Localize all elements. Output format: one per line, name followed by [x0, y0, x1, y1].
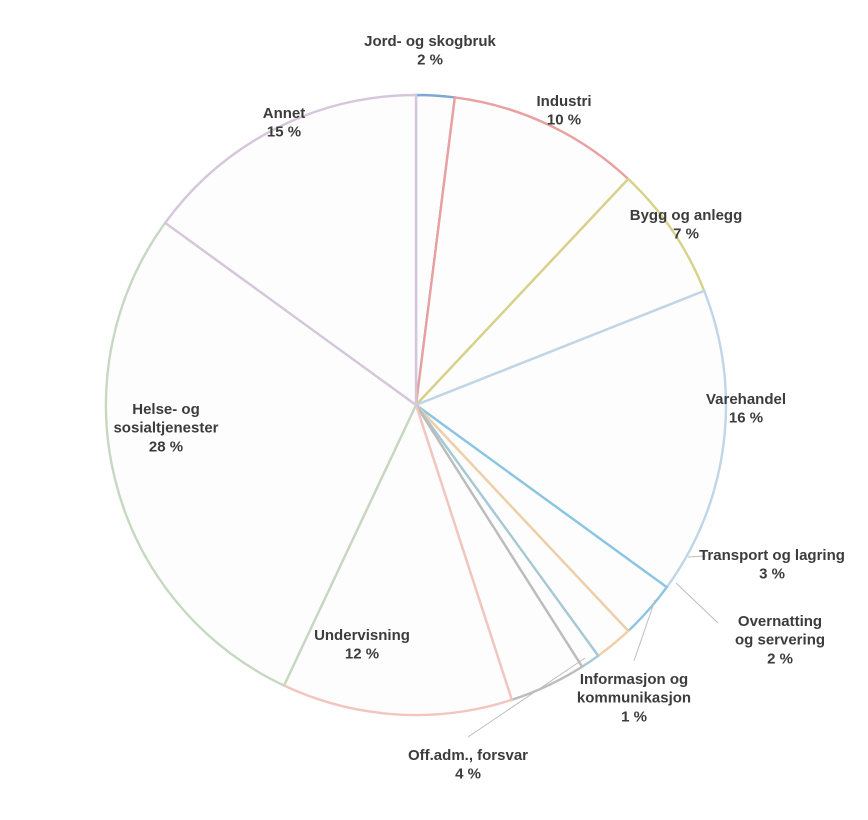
slice-label-text: Informasjon og [580, 671, 688, 688]
leader-line [676, 583, 718, 623]
slice-label-text: Helse- og [132, 401, 200, 418]
slice-label-percent: 1 % [621, 708, 647, 725]
slice-label: Annet 15 % [263, 105, 306, 141]
slice-label-percent: 3 % [759, 566, 785, 583]
slice-label-text: Undervisning [314, 627, 410, 644]
slice-label-percent: 16 % [729, 410, 763, 427]
slice-label-percent: 12 % [345, 646, 379, 663]
slice-label-percent: 10 % [547, 112, 581, 129]
slice-label: Overnatting og servering2 % [735, 613, 825, 668]
slice-label-percent: 2 % [417, 52, 443, 69]
slice-label-text: Jord- og skogbruk [364, 33, 496, 50]
slice-label-text: og servering [735, 632, 825, 649]
slice-label-percent: 2 % [767, 650, 793, 667]
slice-label-text: Overnatting [738, 613, 822, 630]
slice-label-percent: 7 % [673, 226, 699, 243]
slice-label: Off.adm., forsvar 4 % [408, 747, 528, 783]
slice-label-text: Annet [263, 105, 306, 122]
slice-label: Jord- og skogbruk 2 % [364, 33, 496, 69]
slice-label-text: Transport og lagring [699, 547, 845, 564]
slice-label-text: Off.adm., forsvar [408, 747, 528, 764]
slice-label-percent: 28 % [149, 438, 183, 455]
slice-label-percent: 4 % [455, 766, 481, 783]
slice-label-text: Industri [537, 93, 592, 110]
slice-label-percent: 15 % [267, 124, 301, 141]
slice-label-text: Varehandel [706, 391, 786, 408]
slice-label-text: kommunikasjon [577, 690, 691, 707]
employment-sector-pie-chart: Jord- og skogbruk 2 % Industri 10 % Bygg og … [0, 0, 868, 820]
slice-label: Transport og lagring 3 % [699, 547, 845, 583]
slice-label-text: sosialtjenester [113, 420, 218, 437]
slice-label: Informasjon og kommunikasjon1 % [577, 671, 691, 726]
slice-label-text: Bygg og anlegg [630, 207, 743, 224]
